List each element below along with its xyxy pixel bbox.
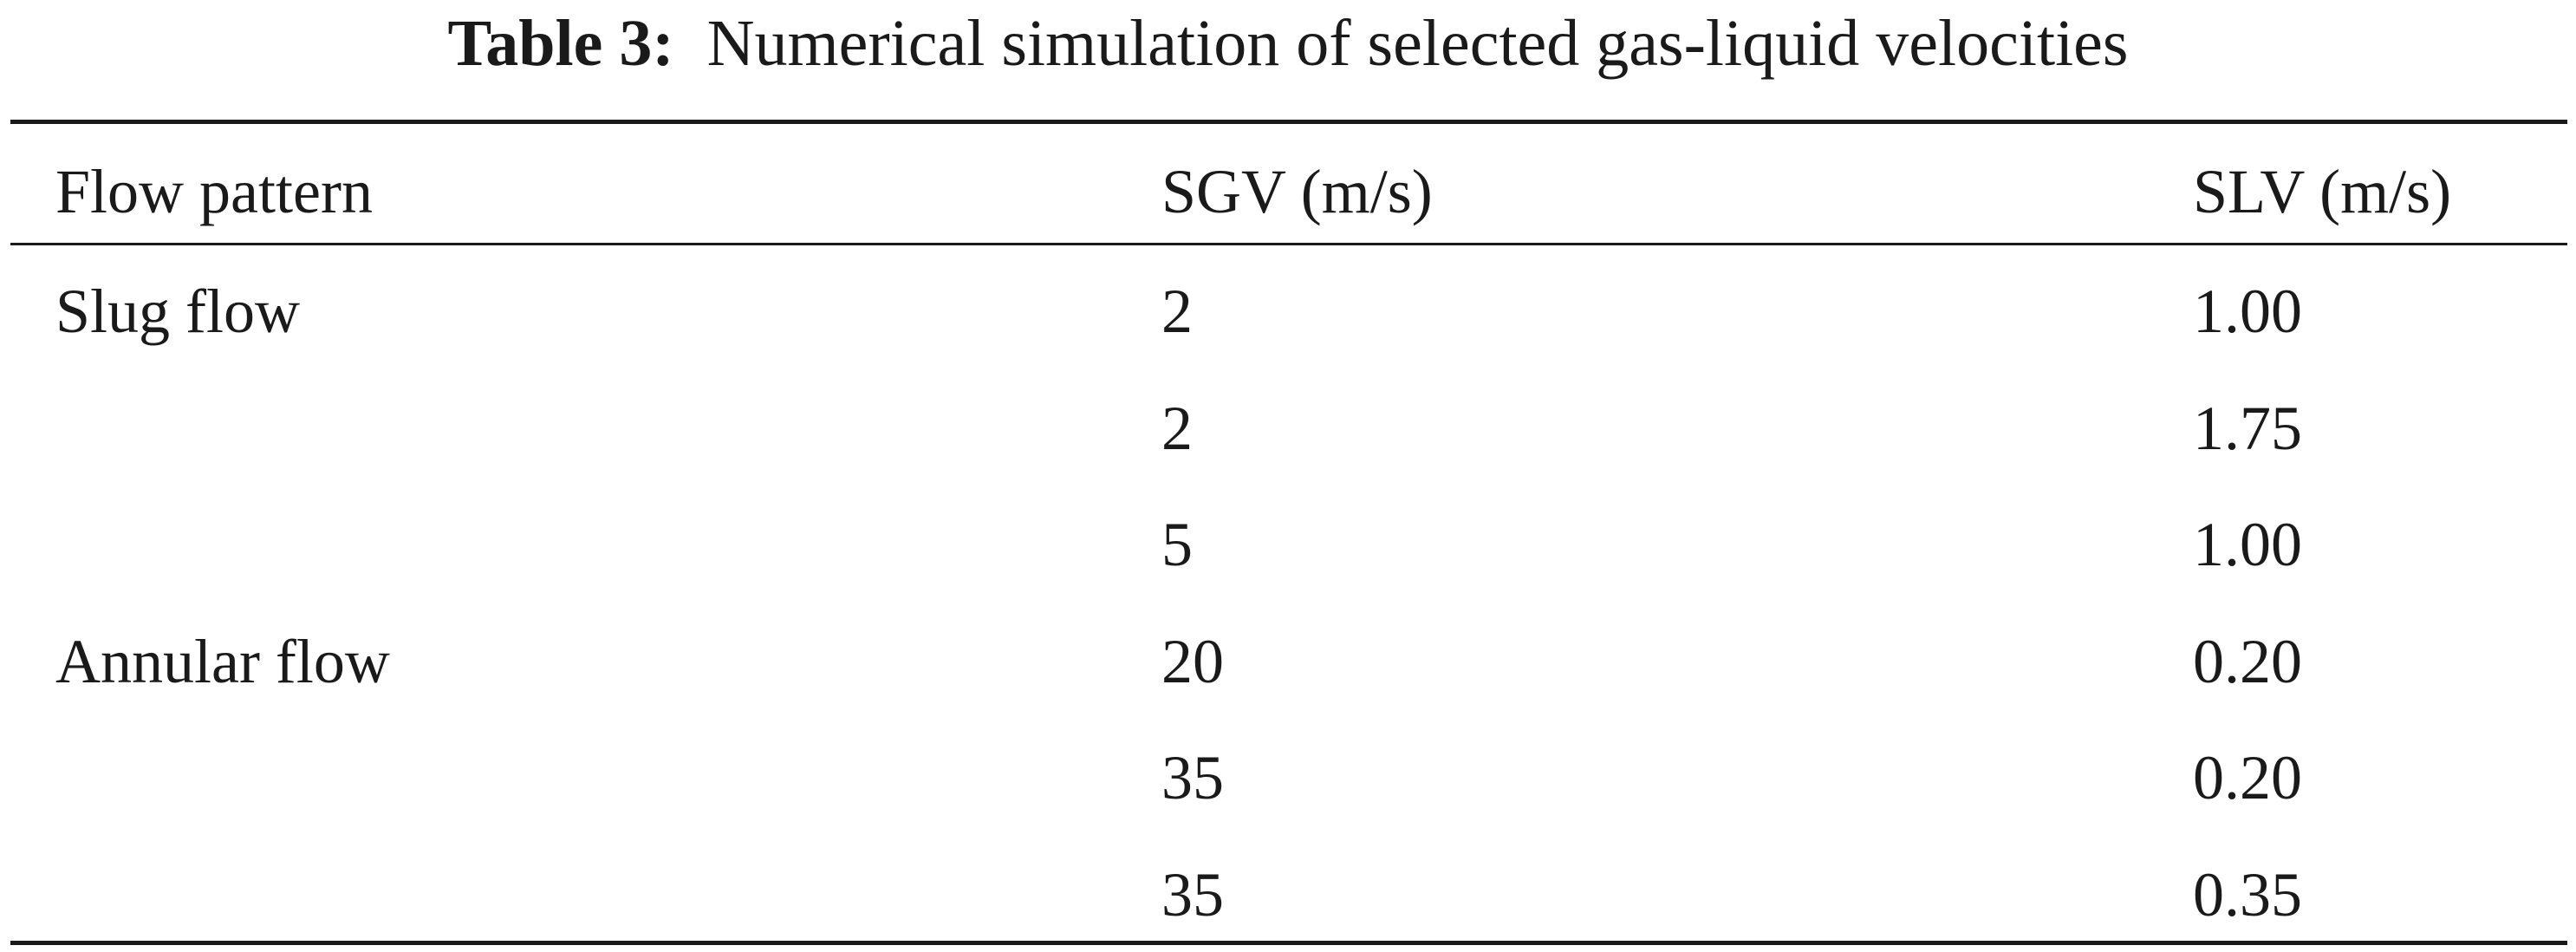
cell-sgv: 5: [1161, 510, 1193, 579]
cell-flow-pattern: Annular flow: [55, 627, 390, 696]
cell-sgv: 35: [1161, 743, 1224, 812]
cell-sgv: 35: [1161, 860, 1224, 929]
cell-slv: 0.20: [2193, 627, 2302, 696]
header-sgv: SGV (m/s): [1161, 157, 1433, 226]
table-top-rule: [10, 120, 2567, 124]
cell-sgv: 20: [1161, 627, 1224, 696]
table-caption-label: Table 3:: [447, 7, 674, 80]
cell-slv: 1.00: [2193, 277, 2302, 346]
table-caption: Table 3: Numerical simulation of selecte…: [0, 0, 2576, 87]
header-slv: SLV (m/s): [2193, 157, 2452, 226]
cell-sgv: 2: [1161, 394, 1193, 463]
table-header-rule: [10, 243, 2567, 245]
cell-slv: 1.75: [2193, 394, 2302, 463]
cell-slv: 1.00: [2193, 510, 2302, 579]
table-caption-text: Numerical simulation of selected gas-liq…: [706, 7, 2129, 80]
header-flow-pattern: Flow pattern: [55, 157, 373, 226]
cell-slv: 0.20: [2193, 743, 2302, 812]
table-bottom-rule: [10, 941, 2567, 945]
cell-sgv: 2: [1161, 277, 1193, 346]
cell-flow-pattern: Slug flow: [55, 277, 301, 346]
cell-slv: 0.35: [2193, 860, 2302, 929]
